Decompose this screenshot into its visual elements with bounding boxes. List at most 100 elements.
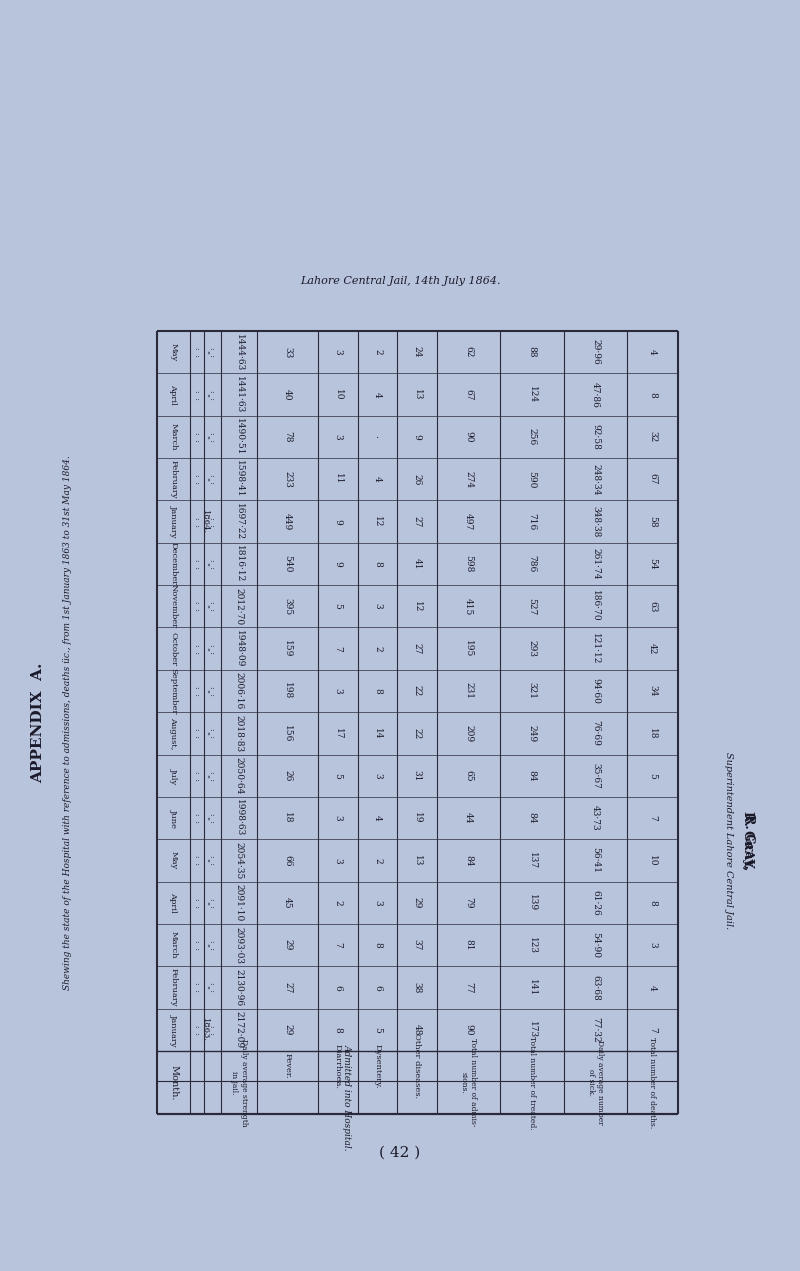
Text: 92·58: 92·58 <box>591 425 600 450</box>
Text: 395: 395 <box>283 597 292 615</box>
Text: 261·74: 261·74 <box>591 548 600 580</box>
Text: 8: 8 <box>648 391 657 398</box>
Text: February: February <box>170 460 178 498</box>
Text: .: . <box>373 436 382 438</box>
Text: 67: 67 <box>464 389 473 400</box>
Text: 8: 8 <box>373 561 382 567</box>
Text: ": " <box>201 393 209 397</box>
Text: 6: 6 <box>334 985 342 990</box>
Text: 2172·09: 2172·09 <box>234 1012 243 1049</box>
Text: :  :: : : <box>209 813 217 824</box>
Text: 90: 90 <box>464 1024 473 1036</box>
Text: 321: 321 <box>527 683 537 699</box>
Text: 47·86: 47·86 <box>591 381 600 408</box>
Text: 159: 159 <box>283 641 292 657</box>
Text: 139: 139 <box>527 895 537 911</box>
Text: 497: 497 <box>464 513 473 530</box>
Text: 13: 13 <box>413 389 422 400</box>
Text: ": " <box>201 731 209 736</box>
Text: 62: 62 <box>464 347 473 358</box>
Text: 10: 10 <box>648 854 657 866</box>
Text: :  :: : : <box>193 347 201 357</box>
Text: 1863.: 1863. <box>201 1018 209 1042</box>
Text: 31: 31 <box>413 770 422 782</box>
Text: 2006·16: 2006·16 <box>234 672 243 709</box>
Text: :  :: : : <box>193 643 201 653</box>
Text: :  :: : : <box>193 941 201 951</box>
Text: ": " <box>201 435 209 438</box>
Text: 9: 9 <box>334 519 342 525</box>
Text: March: March <box>170 932 178 958</box>
Text: 3: 3 <box>648 942 657 948</box>
Text: 5: 5 <box>334 773 342 779</box>
Text: R. Gray,: R. Gray, <box>742 813 754 868</box>
Text: 17: 17 <box>334 727 342 740</box>
Text: 1816·12: 1816·12 <box>234 545 243 582</box>
Text: :  :: : : <box>209 728 217 738</box>
Text: 90: 90 <box>464 431 473 442</box>
Text: 29: 29 <box>413 897 422 909</box>
Text: 2054·35: 2054·35 <box>234 841 243 880</box>
Text: :  :: : : <box>209 389 217 399</box>
Text: 2130·96: 2130·96 <box>234 969 243 1007</box>
Text: :  :: : : <box>193 1024 201 1035</box>
Text: Fever.: Fever. <box>283 1054 291 1079</box>
Text: 248·34: 248·34 <box>591 464 600 494</box>
Text: 44: 44 <box>464 812 473 824</box>
Text: Diarrhoea.: Diarrhoea. <box>334 1043 342 1088</box>
Text: :  :: : : <box>193 813 201 824</box>
Text: :  :: : : <box>209 432 217 442</box>
Text: June: June <box>170 808 178 827</box>
Text: :  :: : : <box>209 770 217 780</box>
Text: 2018·83: 2018·83 <box>234 714 243 752</box>
Text: 7: 7 <box>648 1027 657 1033</box>
Text: 33: 33 <box>283 347 292 358</box>
Text: 63: 63 <box>648 601 657 611</box>
Text: 34: 34 <box>648 685 657 697</box>
Text: :  :: : : <box>209 643 217 653</box>
Text: 8: 8 <box>334 1027 342 1033</box>
Text: 7: 7 <box>334 942 342 948</box>
Text: 40: 40 <box>283 389 292 400</box>
Text: 249: 249 <box>527 724 537 742</box>
Text: ": " <box>201 901 209 905</box>
Text: 14: 14 <box>373 727 382 740</box>
Text: 2: 2 <box>373 858 382 863</box>
Text: ": " <box>201 689 209 693</box>
Text: Daily average number
of sick.: Daily average number of sick. <box>587 1040 604 1125</box>
Text: 24: 24 <box>413 347 422 358</box>
Text: ( 42 ): ( 42 ) <box>379 1146 421 1160</box>
Text: 3: 3 <box>334 858 342 863</box>
Text: 415: 415 <box>464 597 473 615</box>
Text: :  :: : : <box>193 601 201 611</box>
Text: ": " <box>201 943 209 947</box>
Text: 2: 2 <box>334 900 342 905</box>
Text: 61·26: 61·26 <box>591 890 600 915</box>
Text: :  :: : : <box>193 389 201 399</box>
Text: ": " <box>201 858 209 863</box>
Text: 84: 84 <box>527 770 537 782</box>
Text: 209: 209 <box>464 724 473 742</box>
Text: 18: 18 <box>648 727 657 740</box>
Text: :  :: : : <box>193 516 201 526</box>
Text: 348·38: 348·38 <box>591 506 600 538</box>
Text: January: January <box>170 506 178 538</box>
Text: 274: 274 <box>464 470 473 488</box>
Text: 77·32: 77·32 <box>591 1017 600 1042</box>
Text: 1598·41: 1598·41 <box>234 460 243 498</box>
Text: 8: 8 <box>373 942 382 948</box>
Text: Daily average strength
in jail.: Daily average strength in jail. <box>230 1038 248 1126</box>
Text: :  :: : : <box>209 941 217 951</box>
Text: 123: 123 <box>527 937 537 953</box>
Text: 12: 12 <box>373 516 382 527</box>
Text: Total number of admis-
sions.: Total number of admis- sions. <box>460 1038 477 1127</box>
Text: 786: 786 <box>527 555 537 572</box>
Text: May: May <box>170 343 178 361</box>
Text: ": " <box>201 477 209 482</box>
Text: ": " <box>201 816 209 820</box>
Text: :  :: : : <box>209 601 217 611</box>
Text: Admitted into Hospital.: Admitted into Hospital. <box>342 1045 351 1150</box>
Text: 37: 37 <box>413 939 422 951</box>
Text: :  :: : : <box>209 855 217 866</box>
Text: 1697·22: 1697·22 <box>234 503 243 540</box>
